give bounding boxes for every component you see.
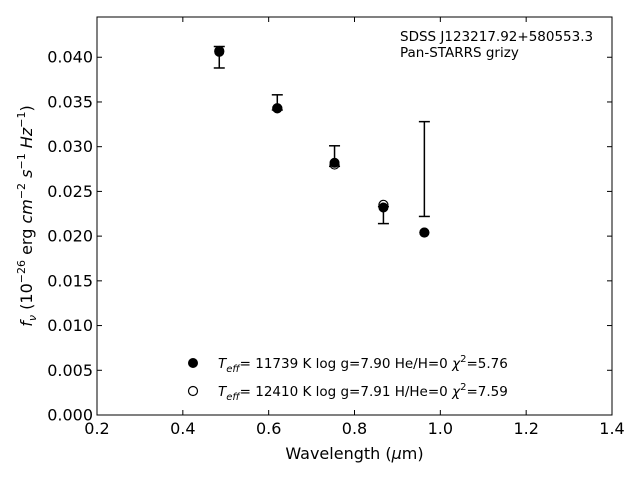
x-tick-label: 1.4 xyxy=(599,419,624,438)
model-point-filled xyxy=(378,202,389,213)
legend: Teff= 11739 K log g=7.90 He/H=0 χ2=5.76 … xyxy=(187,354,508,403)
y-tick-label: 0.030 xyxy=(47,137,93,156)
data-points xyxy=(214,45,430,238)
x-tick-label: 0.2 xyxy=(84,419,109,438)
y-tick-label: 0.040 xyxy=(47,48,93,67)
legend-label-filled: Teff= 11739 K log g=7.90 He/H=0 χ2=5.76 xyxy=(218,354,508,375)
x-tick-label: 0.8 xyxy=(342,419,367,438)
y-tick-label: 0.020 xyxy=(47,227,93,246)
y-tick-label: 0.015 xyxy=(47,271,93,290)
x-axis-label: Wavelength (μm) xyxy=(285,444,423,463)
x-axis: 0.2 0.4 0.6 0.8 1.0 1.2 1.4 xyxy=(84,17,625,438)
model-point-filled xyxy=(329,157,340,168)
model-point-filled xyxy=(419,227,430,238)
y-axis-label: fν (10−26 erg cm−2 s−1 Hz−1) xyxy=(15,105,39,326)
y-tick-label: 0.035 xyxy=(47,92,93,111)
x-tick-label: 0.4 xyxy=(170,419,195,438)
annotation-object: SDSS J123217.92+580553.3 xyxy=(400,29,593,45)
y-axis: 0.000 0.005 0.010 0.015 0.020 0.025 0.030 0.035… xyxy=(47,48,612,425)
y-tick-label: 0.000 xyxy=(47,406,93,425)
x-tick-label: 0.6 xyxy=(256,419,281,438)
x-tick-label: 1.2 xyxy=(513,419,538,438)
legend-marker-filled xyxy=(188,358,198,368)
annotation-survey: Pan-STARRS grizy xyxy=(400,45,519,61)
x-tick-label: 1.0 xyxy=(428,419,453,438)
model-point-filled xyxy=(214,46,225,57)
model-point-filled xyxy=(272,103,283,114)
y-tick-label: 0.025 xyxy=(47,182,93,201)
plot-area xyxy=(96,16,613,416)
legend-marker-open xyxy=(187,385,199,397)
legend-label-open: Teff= 12410 K log g=7.91 H/He=0 χ2=7.59 xyxy=(218,382,508,403)
y-tick-label: 0.005 xyxy=(47,361,93,380)
y-tick-label: 0.010 xyxy=(47,316,93,335)
